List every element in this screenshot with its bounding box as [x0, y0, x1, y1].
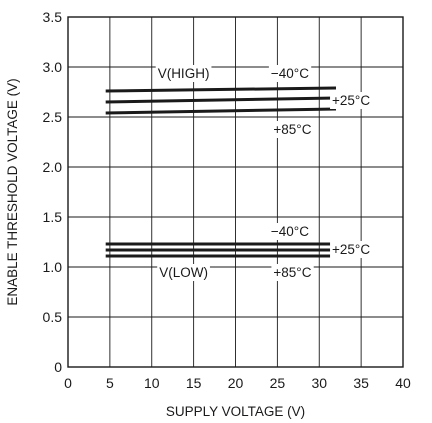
x-tick-label: 10: [144, 375, 160, 391]
annotation-label: +25°C: [332, 242, 370, 257]
x-tick-label: 15: [186, 375, 202, 391]
y-tick-label: 2.5: [43, 109, 63, 125]
annotations: V(HIGH) −40°C +25°C +85°C −40°C +25°C V(LOW) +8…: [155, 65, 373, 281]
x-tick-label: 35: [353, 375, 369, 391]
y-tick-label: 1.5: [43, 209, 63, 225]
x-axis-title: SUPPLY VOLTAGE (V): [166, 404, 305, 419]
annotation-label: +25°C: [332, 93, 370, 108]
annotation-background: [271, 264, 314, 281]
series-lines: [105, 86, 337, 258]
series-line: [105, 96, 337, 104]
y-tick-label: 3.5: [43, 9, 63, 25]
y-tick-label: 0.5: [43, 309, 63, 325]
series-line: [105, 107, 337, 115]
y-tick-label: 0: [54, 359, 62, 375]
annotation-label: +85°C: [273, 265, 311, 280]
y-tick-label: 1.0: [43, 259, 63, 275]
annotation-label: V(LOW): [159, 265, 208, 280]
y-tick-label: 2.0: [43, 159, 63, 175]
annotation-background: [155, 65, 212, 82]
grid-lines: [68, 17, 403, 367]
annotation-background: [268, 223, 312, 240]
annotation-label: V(HIGH): [158, 66, 210, 81]
annotation-label: +85°C: [273, 122, 311, 137]
x-tick-label: 25: [270, 375, 286, 391]
x-tick-label: 5: [106, 375, 114, 391]
x-tick-label: 0: [64, 375, 72, 391]
x-tick-label: 30: [311, 375, 327, 391]
annotation-background: [271, 121, 314, 138]
series-line: [105, 86, 337, 93]
annotation-background: [330, 241, 373, 258]
x-tick-label: 20: [228, 375, 244, 391]
y-tick-label: 3.0: [43, 59, 63, 75]
annotation-background: [157, 264, 210, 281]
y-axis-title: ENABLE THRESHOLD VOLTAGE (V): [5, 78, 20, 305]
annotation-label: −40°C: [271, 66, 309, 81]
annotation-label: −40°C: [271, 224, 309, 239]
tick-labels: 0 5 10 15 20 25 30 35 40 0 0.5 1.0 1.5 2.0 2.5 3.0 3.5: [43, 9, 411, 391]
x-tick-label: 40: [395, 375, 411, 391]
plot-frame: [67, 16, 404, 368]
annotation-background: [268, 65, 312, 82]
annotation-background: [330, 92, 373, 109]
